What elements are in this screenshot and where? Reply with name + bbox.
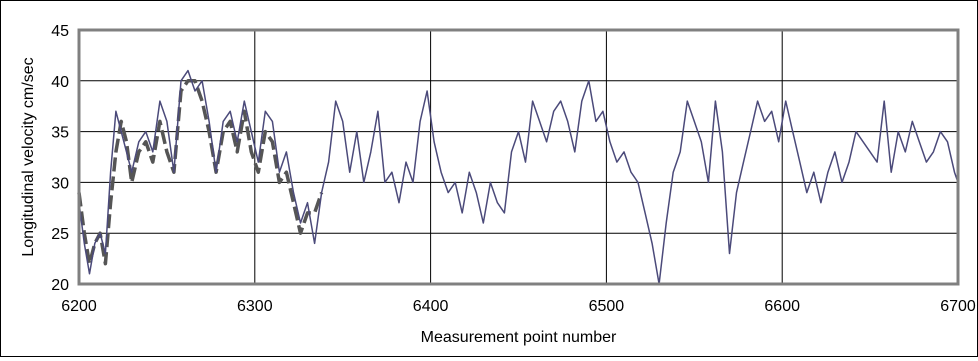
y-tick-label: 40	[51, 74, 69, 91]
series-layer	[77, 69, 959, 285]
x-tick-label: 6400	[413, 298, 449, 315]
gridlines	[78, 29, 959, 285]
x-tick-label: 6600	[764, 298, 800, 315]
series-line-solid	[78, 69, 959, 285]
x-axis-label: Measurement point number	[421, 329, 617, 346]
x-tick-label: 6300	[237, 298, 273, 315]
y-axis-label: Longitudinal velocity cm/sec	[20, 57, 37, 256]
plot-area-border	[77, 28, 960, 286]
y-tick-label: 25	[51, 226, 69, 243]
y-tick-label: 45	[51, 23, 69, 40]
y-tick-label: 35	[51, 125, 69, 142]
x-tick-label: 6200	[61, 298, 97, 315]
series-line-dashed	[77, 79, 324, 266]
y-tick-label: 30	[51, 175, 69, 192]
x-tick-label: 6700	[940, 298, 976, 315]
tick-labels: 20 25 30 35 40 45 6200 6300 6400 6500 6600 6700	[51, 23, 976, 315]
x-tick-label: 6500	[589, 298, 625, 315]
y-tick-label: 20	[51, 277, 69, 294]
